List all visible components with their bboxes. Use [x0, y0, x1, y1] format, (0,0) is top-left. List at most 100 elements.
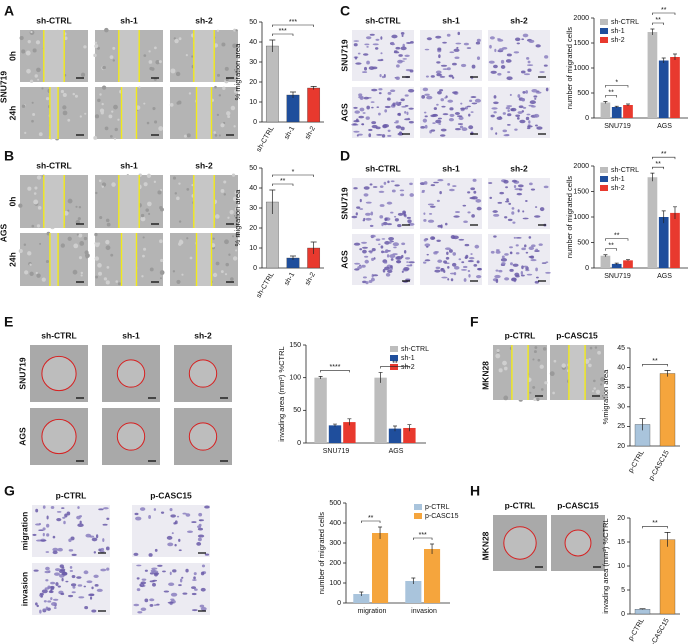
significance-bracket — [652, 166, 665, 170]
cell — [545, 87, 549, 92]
texture — [226, 111, 231, 116]
cell — [444, 97, 447, 99]
cell — [197, 525, 202, 529]
cell — [518, 105, 524, 109]
cell — [149, 598, 155, 602]
cell — [400, 98, 405, 102]
error-bar — [672, 53, 677, 60]
bar — [286, 94, 300, 123]
cell — [436, 61, 441, 64]
legend-swatch — [390, 355, 398, 361]
cell — [467, 260, 474, 263]
cell — [405, 257, 411, 260]
cell — [452, 252, 457, 256]
legend-label: sh-2 — [611, 185, 625, 192]
y-tick-label: 30 — [249, 59, 257, 66]
cell — [361, 123, 364, 126]
cell — [382, 268, 386, 273]
cell — [70, 583, 77, 587]
cell — [390, 89, 396, 93]
cell — [462, 204, 467, 207]
cell — [512, 221, 516, 224]
cell — [404, 94, 409, 97]
cell — [503, 179, 509, 184]
micrograph — [551, 515, 605, 571]
cell — [353, 43, 358, 47]
cell — [387, 97, 391, 101]
cell — [166, 535, 173, 540]
row-label: 24h — [7, 106, 17, 121]
cell — [437, 47, 442, 51]
cell — [381, 238, 386, 240]
cell — [424, 115, 428, 118]
y-tick-label: 10 — [249, 245, 257, 252]
cell — [359, 198, 362, 203]
cell — [397, 132, 404, 136]
texture — [79, 241, 85, 246]
legend-swatch — [600, 185, 608, 191]
texture — [549, 371, 555, 377]
cell — [501, 262, 506, 265]
cell — [535, 267, 538, 272]
cell — [388, 237, 395, 241]
legend-swatch — [414, 513, 422, 519]
y-tick-label: 500 — [329, 500, 341, 507]
cell — [178, 538, 181, 542]
cell — [500, 65, 506, 69]
cell — [468, 273, 471, 278]
texture — [158, 60, 162, 64]
texture — [143, 247, 147, 251]
texture — [235, 29, 238, 32]
texture — [188, 92, 192, 95]
row-label: SNU719 — [339, 39, 349, 71]
wound-gap — [121, 233, 137, 286]
cell — [428, 213, 433, 215]
cell — [382, 124, 388, 129]
cell — [86, 580, 93, 584]
cell — [448, 74, 454, 78]
cell — [200, 606, 207, 611]
texture — [95, 191, 98, 195]
texture — [177, 100, 182, 105]
cell — [517, 94, 521, 98]
error-bar — [625, 103, 630, 106]
texture — [105, 280, 110, 285]
cell — [507, 109, 510, 113]
error-bar — [290, 255, 296, 260]
cell — [148, 553, 153, 557]
cell — [384, 266, 390, 271]
legend-label: p-CTRL — [425, 504, 450, 511]
cell — [389, 254, 396, 259]
cell — [191, 586, 196, 589]
cell — [379, 215, 384, 219]
cell — [51, 602, 57, 607]
cell — [543, 64, 548, 67]
cell — [455, 211, 460, 214]
cell — [521, 38, 525, 41]
micrograph — [488, 178, 550, 229]
cell — [516, 192, 523, 196]
y-tick-label: 50 — [293, 407, 301, 414]
cell — [395, 255, 403, 260]
cell — [400, 126, 405, 131]
cell — [185, 568, 189, 573]
cell — [133, 552, 139, 556]
cell — [504, 216, 508, 219]
cell — [439, 134, 446, 137]
cell — [370, 234, 376, 238]
texture — [218, 94, 222, 97]
cell — [436, 239, 441, 243]
cell — [387, 129, 391, 132]
cell — [431, 237, 436, 239]
cell — [420, 125, 426, 129]
cell — [447, 266, 450, 269]
texture — [142, 236, 145, 239]
cell — [511, 179, 518, 183]
cell — [498, 48, 504, 52]
cell — [375, 38, 380, 41]
cell — [430, 75, 435, 78]
cell — [201, 564, 206, 568]
significance-bracket — [642, 364, 668, 367]
cell — [509, 268, 514, 272]
cell — [530, 259, 537, 262]
